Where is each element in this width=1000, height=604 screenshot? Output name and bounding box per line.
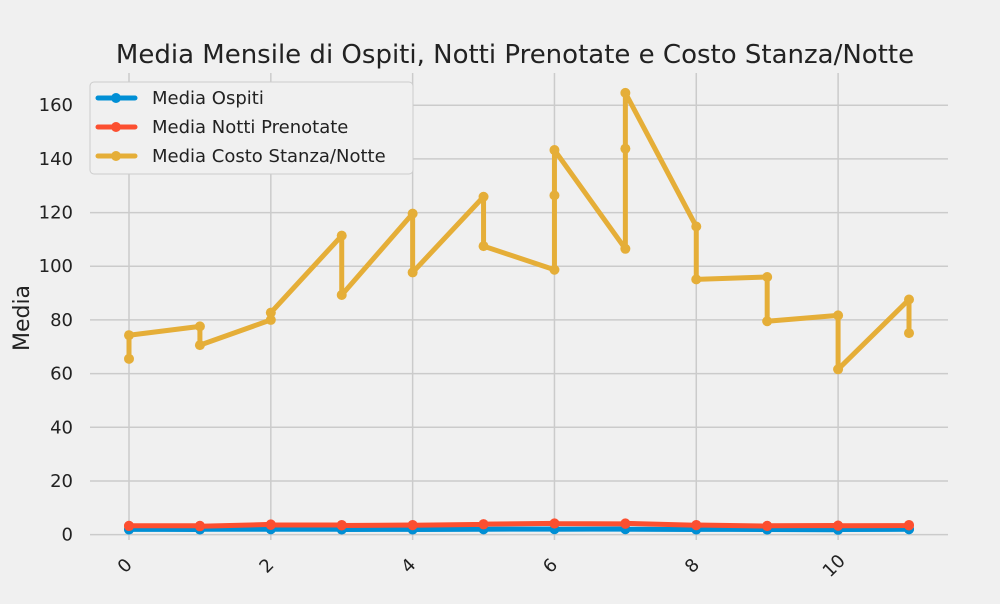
data-point — [265, 519, 276, 530]
data-point — [194, 340, 205, 351]
data-point — [549, 264, 560, 275]
data-point — [194, 521, 205, 532]
data-point — [265, 307, 276, 318]
data-point — [833, 364, 844, 375]
y-tick-label: 160 — [39, 95, 73, 116]
data-point — [478, 519, 489, 530]
data-point — [336, 289, 347, 300]
y-tick-label: 20 — [50, 471, 73, 492]
legend-marker — [111, 122, 121, 132]
data-point — [762, 316, 773, 327]
y-tick-label: 120 — [39, 203, 73, 224]
series-layer — [124, 87, 914, 535]
data-point — [691, 221, 702, 232]
data-point — [336, 230, 347, 241]
x-tick-label: 2 — [255, 555, 278, 578]
data-point — [549, 518, 560, 529]
data-point — [833, 310, 844, 321]
data-point — [407, 267, 418, 278]
legend: Media Ospiti Media Notti Prenotate Media C… — [89, 81, 414, 175]
data-point — [833, 520, 844, 531]
y-axis-label: Media — [10, 285, 35, 351]
data-point — [549, 145, 560, 156]
chart-title: Media Mensile di Ospiti, Notti Prenotate… — [116, 40, 914, 70]
y-tick-label: 140 — [39, 149, 73, 170]
series-media-costo-stanza-notte — [124, 87, 914, 375]
data-point — [124, 353, 134, 364]
data-point — [691, 274, 702, 285]
x-tick-label: 4 — [397, 555, 420, 578]
data-point — [336, 520, 347, 531]
data-point — [620, 87, 631, 98]
data-point — [904, 328, 914, 339]
legend-marker — [111, 151, 121, 161]
data-point — [620, 518, 631, 529]
data-point — [762, 271, 773, 282]
data-point — [620, 243, 631, 254]
series-media-notti-prenotate — [124, 518, 914, 532]
y-tick-label: 0 — [62, 525, 73, 546]
data-point — [478, 241, 489, 252]
legend-marker — [111, 93, 121, 103]
x-tick-label: 6 — [539, 555, 562, 578]
data-point — [407, 208, 418, 219]
y-tick-label: 40 — [50, 417, 73, 438]
y-axis-ticks: 0 20 40 60 80 100 120 140 160 — [39, 95, 73, 545]
data-point — [478, 191, 489, 202]
data-point — [762, 520, 773, 531]
legend-label: Media Costo Stanza/Notte — [152, 146, 386, 167]
data-point — [904, 519, 914, 530]
series-line — [126, 526, 912, 533]
data-point — [124, 520, 134, 531]
x-tick-label: 8 — [681, 555, 704, 578]
legend-label: Media Notti Prenotate — [152, 117, 348, 138]
data-point — [124, 330, 134, 341]
data-point — [620, 143, 631, 154]
y-tick-label: 100 — [39, 256, 73, 277]
series-line — [126, 520, 912, 529]
x-tick-label: 0 — [114, 555, 137, 578]
data-point — [549, 190, 560, 201]
y-tick-label: 60 — [50, 364, 73, 385]
data-point — [194, 321, 205, 332]
legend-box — [89, 81, 414, 175]
data-point — [265, 314, 276, 325]
legend-label: Media Ospiti — [152, 88, 264, 109]
data-point — [407, 520, 418, 531]
data-point — [904, 294, 914, 305]
x-axis-ticks: 0 2 4 6 8 10 — [114, 551, 850, 582]
x-tick-label: 10 — [819, 551, 850, 582]
y-tick-label: 80 — [50, 310, 73, 331]
data-point — [691, 519, 702, 530]
